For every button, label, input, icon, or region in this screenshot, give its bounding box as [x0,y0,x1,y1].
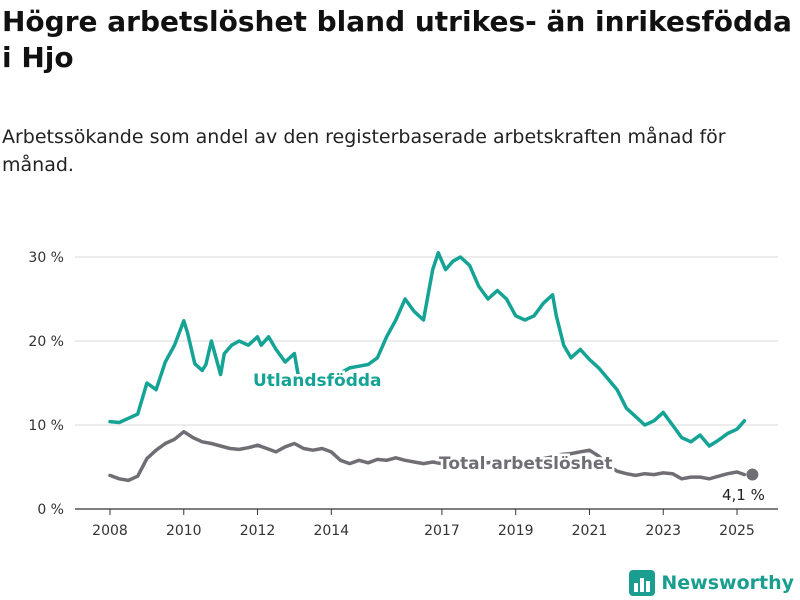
end-value-label: 4,1 % [722,486,765,504]
x-tick-label: 2017 [424,523,460,539]
y-axis-ticks: 0 % 10 % 20 % 30 % [28,250,64,518]
x-tick-label: 2021 [572,523,608,539]
x-tick-label: 2019 [498,523,534,539]
x-tick-label: 2010 [166,523,202,539]
series-line-total [108,429,747,483]
series-labels: Utlandsfödda Total arbetslöshet 4,1 % [251,369,765,505]
series-line-utlandsfodda [108,251,747,448]
y-tick-label: 10 % [28,418,64,434]
x-tick-label: 2025 [719,523,755,539]
chart-title: Högre arbetslöshet bland utrikes- än inr… [2,5,792,74]
series-label-utlandsfodda: Utlandsfödda [253,371,382,391]
end-point-marker [746,468,759,481]
chart-subtitle: Arbetssökande som andel av den registerb… [2,126,726,176]
grid-lines [75,256,778,510]
series-label-total: Total arbetslöshet [439,454,613,474]
y-tick-label: 0 % [37,502,64,518]
x-tick-label: 2023 [645,523,681,539]
bar-chart-icon [629,570,656,596]
x-tick-label: 2014 [313,523,349,539]
newsworthy-logo: Newsworthy [629,570,794,596]
x-tick-label: 2008 [92,523,128,539]
y-tick-label: 20 % [28,334,64,350]
x-tick-label: 2012 [240,523,276,539]
series-lines [108,251,759,483]
y-tick-label: 30 % [28,250,64,266]
x-axis-ticks: 2008 2010 2012 2014 2017 2019 2021 2023 2025 [92,509,755,539]
brand-name: Newsworthy [661,572,794,594]
